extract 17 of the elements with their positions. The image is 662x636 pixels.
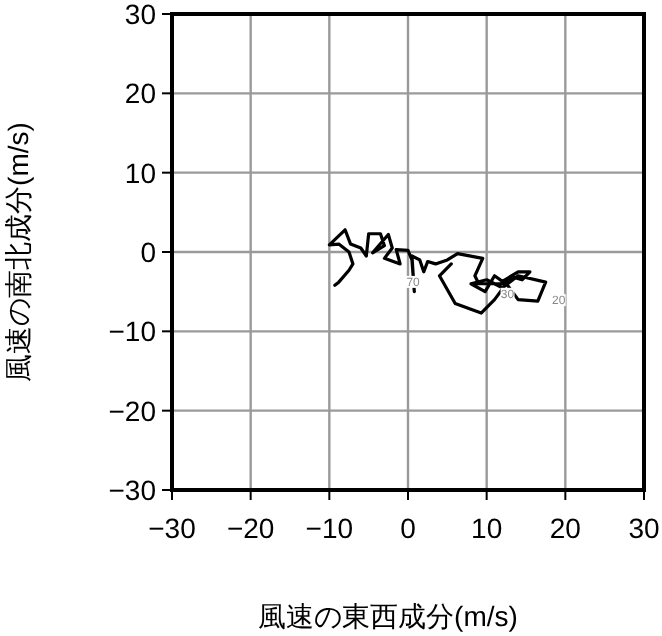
x-tick-label: −30 [148, 512, 197, 544]
y-tick-label: −30 [108, 474, 157, 506]
x-tick-label: −10 [305, 512, 354, 544]
x-tick-label: 20 [549, 512, 582, 544]
y-tick-label: −10 [108, 315, 157, 348]
x-tick-label: 30 [628, 512, 660, 544]
x-tick-label: 0 [400, 512, 417, 544]
x-tick-label: 10 [471, 512, 503, 544]
y-tick-label: 30 [124, 0, 157, 30]
y-tick-label: 0 [140, 236, 157, 268]
x-tick-label: −20 [226, 512, 275, 544]
y-tick-label: 10 [124, 156, 157, 189]
line-series [327, 228, 548, 315]
y-tick-label: −20 [108, 394, 157, 427]
y-tick-label: 20 [124, 77, 157, 110]
y-axis-title: 風速の南北成分(m/s) [2, 122, 34, 382]
x-axis-title: 風速の東西成分(m/s) [258, 600, 518, 632]
